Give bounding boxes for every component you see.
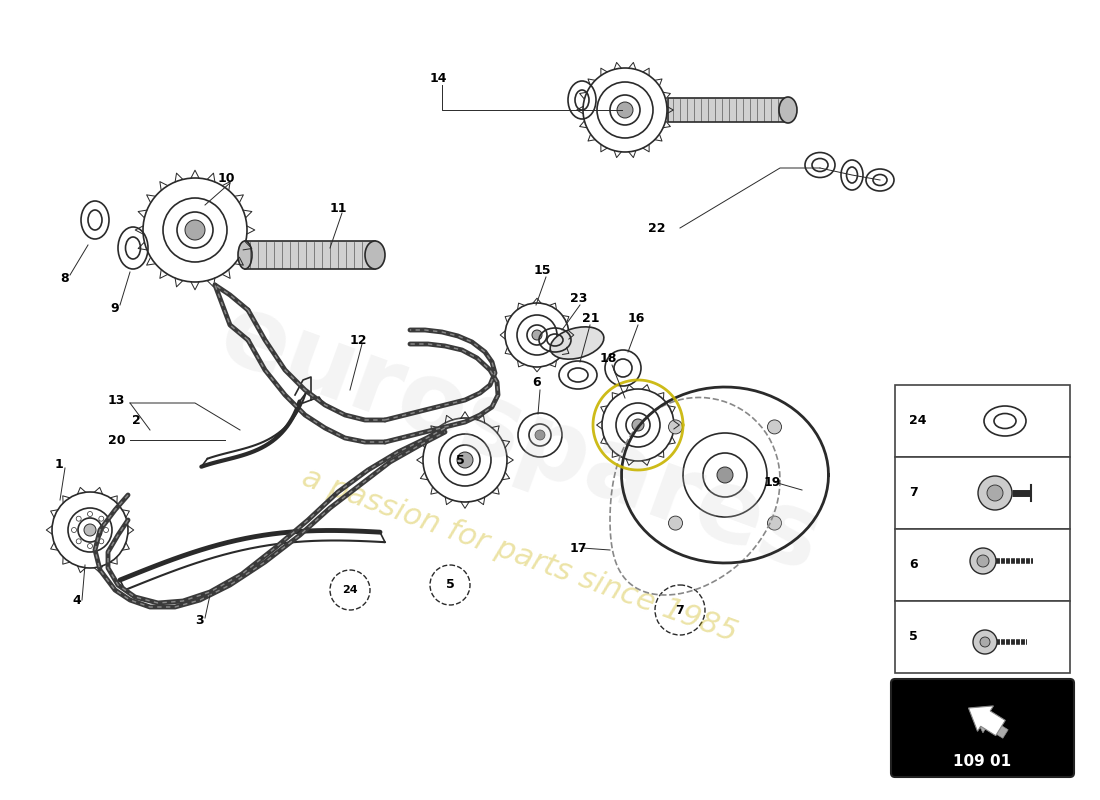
Circle shape — [978, 476, 1012, 510]
Circle shape — [88, 511, 92, 517]
Circle shape — [535, 430, 544, 440]
FancyArrow shape — [968, 706, 1005, 736]
Circle shape — [532, 330, 542, 340]
Bar — [895, 385, 1070, 457]
Text: 7: 7 — [675, 603, 684, 617]
Bar — [245, 241, 375, 269]
Text: 109 01: 109 01 — [954, 754, 1012, 769]
Text: 11: 11 — [330, 202, 348, 214]
Ellipse shape — [779, 97, 798, 123]
Circle shape — [632, 419, 644, 431]
Text: 5: 5 — [909, 630, 917, 643]
Text: 12: 12 — [350, 334, 367, 346]
Text: 19: 19 — [764, 475, 781, 489]
Text: 16: 16 — [628, 311, 646, 325]
Circle shape — [72, 527, 77, 533]
Circle shape — [76, 516, 81, 521]
Circle shape — [103, 527, 109, 533]
Text: 9: 9 — [110, 302, 119, 314]
Circle shape — [88, 543, 92, 549]
FancyBboxPatch shape — [891, 679, 1074, 777]
Text: 2: 2 — [132, 414, 141, 426]
Circle shape — [717, 467, 733, 483]
FancyArrow shape — [974, 714, 1008, 738]
Text: 15: 15 — [534, 263, 551, 277]
Circle shape — [980, 637, 990, 647]
Circle shape — [99, 516, 103, 521]
Ellipse shape — [365, 241, 385, 269]
Ellipse shape — [238, 241, 252, 269]
Text: 3: 3 — [195, 614, 204, 626]
Circle shape — [456, 452, 473, 468]
Text: 14: 14 — [430, 71, 448, 85]
Text: 20: 20 — [108, 434, 125, 446]
Text: a passion for parts since 1985: a passion for parts since 1985 — [298, 462, 741, 647]
Circle shape — [970, 548, 996, 574]
Bar — [668, 98, 788, 122]
Text: 6: 6 — [909, 558, 917, 571]
Text: 6: 6 — [532, 375, 540, 389]
Text: 21: 21 — [582, 311, 600, 325]
Circle shape — [669, 516, 682, 530]
Circle shape — [977, 555, 989, 567]
Text: 22: 22 — [648, 222, 666, 234]
Circle shape — [99, 539, 103, 544]
Circle shape — [185, 220, 205, 240]
Text: 1: 1 — [55, 458, 64, 471]
Circle shape — [987, 485, 1003, 501]
Ellipse shape — [550, 327, 604, 359]
Circle shape — [84, 524, 96, 536]
Circle shape — [768, 420, 781, 434]
Text: 23: 23 — [570, 291, 587, 305]
Bar — [895, 529, 1070, 601]
Circle shape — [768, 516, 781, 530]
Text: 13: 13 — [108, 394, 125, 406]
Text: 5: 5 — [446, 578, 454, 591]
Bar — [895, 601, 1070, 673]
Text: 24: 24 — [342, 585, 358, 595]
Bar — [895, 457, 1070, 529]
Text: 10: 10 — [218, 171, 235, 185]
Text: 8: 8 — [60, 271, 68, 285]
Circle shape — [617, 102, 632, 118]
Circle shape — [76, 539, 81, 544]
Circle shape — [669, 420, 682, 434]
Text: 24: 24 — [909, 414, 926, 427]
Text: 18: 18 — [600, 351, 617, 365]
Text: eurospares: eurospares — [207, 286, 834, 594]
Text: 7: 7 — [909, 486, 917, 499]
Text: 17: 17 — [570, 542, 587, 554]
Text: 4: 4 — [72, 594, 80, 606]
Circle shape — [974, 630, 997, 654]
Text: 5: 5 — [455, 454, 464, 466]
